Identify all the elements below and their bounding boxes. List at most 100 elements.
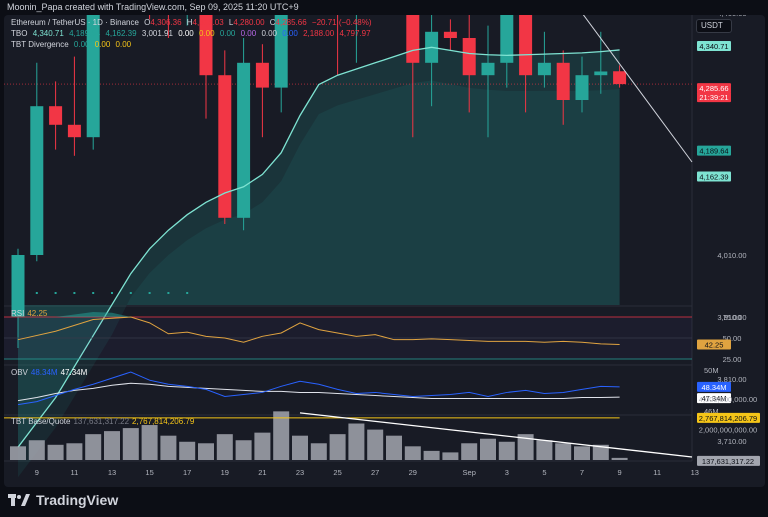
ohlc-low-label: L xyxy=(228,18,234,27)
base-volume-bar[interactable] xyxy=(292,435,308,460)
candle-body[interactable] xyxy=(67,124,81,138)
base-volume-bar[interactable] xyxy=(122,428,139,460)
base-volume-bar[interactable] xyxy=(10,446,26,460)
obv-tag xyxy=(697,393,731,404)
base-volume-bar[interactable] xyxy=(386,435,402,460)
tradingview-logo-icon xyxy=(8,494,30,506)
base-volume-bar[interactable] xyxy=(592,444,609,460)
lower-level-dot xyxy=(111,292,113,294)
chart-frame: 5,200.005,000.004,600.004,400.004,010.00… xyxy=(4,15,765,487)
candle-body[interactable] xyxy=(575,75,589,100)
candle-body[interactable] xyxy=(11,255,25,317)
base-volume-bar[interactable] xyxy=(66,443,83,460)
base-volume-bar[interactable] xyxy=(216,434,233,460)
tbo-value: 0.00 xyxy=(261,29,278,38)
tbo-value: 0.00 xyxy=(178,29,194,38)
obv-average-line xyxy=(17,382,620,402)
candle-body[interactable] xyxy=(237,62,251,218)
candle-body[interactable] xyxy=(519,15,533,76)
base-volume-bar[interactable] xyxy=(85,434,102,460)
base-volume-bar[interactable] xyxy=(47,444,64,460)
tbo-value: 0.00 xyxy=(219,29,236,38)
currency-selector[interactable]: USDT xyxy=(696,19,732,33)
base-volume-bar[interactable] xyxy=(329,434,346,460)
base-volume-bar[interactable] xyxy=(104,431,120,460)
base-volume-bar[interactable] xyxy=(254,432,271,460)
time-axis-label: 9 xyxy=(618,468,622,477)
candle-body[interactable] xyxy=(218,75,232,218)
trendline-drawing[interactable] xyxy=(317,15,693,163)
base-volume-bar[interactable] xyxy=(160,435,177,460)
candle-body[interactable] xyxy=(594,71,608,76)
obv-legend: OBV 48.34M 47.34M xyxy=(11,368,90,378)
candle-body[interactable] xyxy=(500,15,514,63)
candle-body[interactable] xyxy=(462,38,476,76)
obv-tag xyxy=(697,381,731,392)
candle-body[interactable] xyxy=(49,106,63,125)
base-volume-bar[interactable] xyxy=(555,443,572,460)
rsi-legend: RSI 42.25 xyxy=(11,309,50,319)
time-axis-label: 7 xyxy=(580,468,584,477)
candle-body[interactable] xyxy=(537,62,551,76)
base-volume-bar[interactable] xyxy=(310,443,327,460)
base-volume-bar[interactable] xyxy=(480,438,496,460)
rsi-tag xyxy=(697,339,731,350)
lower-level-dot xyxy=(186,292,189,294)
obv-axis-label: 50M xyxy=(704,366,719,375)
time-axis-label: 15 xyxy=(145,468,153,477)
base-volume-bar[interactable] xyxy=(423,450,440,460)
tbo-value: 3,001.91 xyxy=(141,29,173,38)
price-tag-last-text: 4,285.66 xyxy=(699,84,728,93)
base-volume-bar[interactable] xyxy=(28,440,45,460)
time-axis-label: 21 xyxy=(258,468,266,477)
obv-value: 47.34M xyxy=(60,368,88,377)
time-axis-label: 3 xyxy=(505,468,509,477)
time-axis-label: 23 xyxy=(296,468,304,477)
candle-body[interactable] xyxy=(199,15,213,76)
candle-body[interactable] xyxy=(613,71,627,85)
candle-body[interactable] xyxy=(443,31,457,38)
base-volume-bar[interactable] xyxy=(404,446,421,460)
rsi-label[interactable]: RSI xyxy=(11,309,25,318)
candle-body[interactable] xyxy=(274,15,288,88)
tbt-divergence-label[interactable]: TBT Divergence xyxy=(11,40,69,49)
time-axis-label: 11 xyxy=(71,468,79,477)
base-volume-bar[interactable] xyxy=(574,446,590,460)
base-volume-bar[interactable] xyxy=(536,440,553,460)
candle-body[interactable] xyxy=(30,106,44,255)
base-volume-bar[interactable] xyxy=(141,425,158,460)
candle-body[interactable] xyxy=(556,62,570,100)
base-volume-bar[interactable] xyxy=(367,429,384,460)
obv-value: 48.34M xyxy=(30,368,58,377)
price-tag-last xyxy=(697,83,731,94)
candle-body[interactable] xyxy=(86,15,100,138)
base-volume-bar[interactable] xyxy=(442,452,459,460)
base-volume-bar[interactable] xyxy=(179,441,196,460)
price-axis-label: 3,810.00 xyxy=(717,375,746,384)
base-volume-bar[interactable] xyxy=(273,411,290,460)
candle-body[interactable] xyxy=(481,62,495,76)
base-volume-bar[interactable] xyxy=(611,457,628,460)
tbt-divergence-legend: TBT Divergence 0.00 0.00 0.00 xyxy=(11,40,134,50)
base-volume-bar[interactable] xyxy=(461,443,478,460)
base-volume-bar[interactable] xyxy=(198,443,214,460)
rsi-axis-label: 50.00 xyxy=(723,334,742,343)
base-volume-bar[interactable] xyxy=(235,440,252,460)
ohlc-open-label: O xyxy=(144,18,151,27)
time-axis-label: Sep xyxy=(463,468,476,477)
rsi-tag-text: 42.25 xyxy=(705,341,724,350)
price-axis-label: 3,910.00 xyxy=(717,313,746,322)
symbol-title[interactable]: Ethereum / TetherUS · 1D · Binance xyxy=(11,18,139,27)
tbo-label[interactable]: TBO xyxy=(11,29,28,38)
base-volume-bar[interactable] xyxy=(348,423,365,460)
candle-body[interactable] xyxy=(406,15,420,63)
chart-canvas[interactable]: 5,200.005,000.004,600.004,400.004,010.00… xyxy=(4,15,765,487)
price-axis-label: 4,400.00 xyxy=(717,15,746,18)
base-trendline-drawing[interactable] xyxy=(299,412,693,458)
obv-label[interactable]: OBV xyxy=(11,368,28,377)
base-volume-bar[interactable] xyxy=(517,434,534,460)
base-volume-bar[interactable] xyxy=(498,441,515,460)
time-axis-label: 9 xyxy=(35,468,39,477)
candle-body[interactable] xyxy=(255,62,269,88)
base-quote-label[interactable]: TBT Base/Quote xyxy=(11,417,71,426)
